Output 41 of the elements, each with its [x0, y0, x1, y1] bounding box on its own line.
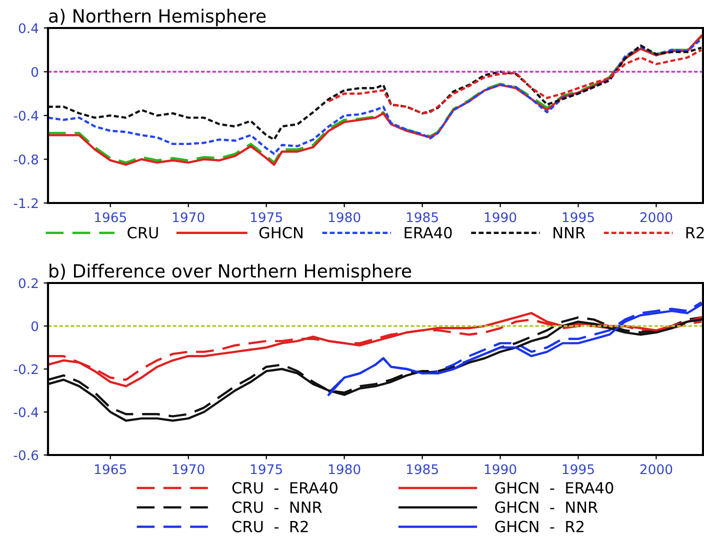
x-tick-label: 1970 — [173, 464, 204, 474]
legend-label: CRU — [128, 226, 158, 238]
x-tick-label: 1990 — [484, 212, 516, 222]
legend-label: CRU - ERA40 — [232, 482, 338, 494]
x-tick-label: 1995 — [562, 464, 594, 474]
x-tick-label: 1995 — [562, 212, 594, 222]
x-tick-label: 1980 — [328, 212, 360, 222]
y-tick-label: 0.4 — [18, 23, 38, 34]
line-series — [48, 44, 703, 141]
legend-label: R2 — [686, 226, 704, 238]
legend-label: GHCN - ERA40 — [495, 482, 614, 494]
legend-label: GHCN - R2 — [495, 520, 584, 532]
y-tick-label: -1.2 — [14, 198, 38, 208]
line-series — [48, 312, 703, 388]
chart-title: b) Difference over Northern Hemisphere — [50, 264, 412, 282]
y-tick-label: -0.6 — [14, 450, 38, 460]
x-tick-label: 2000 — [640, 464, 672, 474]
y-tick-label: -0.4 — [14, 407, 38, 418]
x-tick-label: 1970 — [173, 212, 204, 222]
y-tick-label: -0.2 — [14, 364, 38, 374]
y-tick-label: -0.8 — [14, 154, 38, 164]
x-tick-label: 1990 — [484, 464, 516, 474]
x-tick-label: 1975 — [250, 464, 282, 474]
y-tick-label: 0 — [31, 66, 38, 77]
x-tick-label: 1975 — [250, 212, 282, 222]
x-tick-label: 1985 — [406, 464, 438, 474]
chart-title: a) Northern Hemisphere — [49, 8, 266, 26]
y-tick-label: 0 — [31, 321, 38, 332]
legend-label: CRU - NNR — [232, 501, 322, 513]
legend-label: ERA40 — [404, 226, 452, 238]
legend-label: CRU - R2 — [232, 520, 308, 532]
legend-label: NNR — [554, 227, 586, 238]
x-tick-label: 1965 — [95, 464, 126, 474]
y-tick-label: 0.2 — [18, 278, 38, 288]
legend-label: GHCN — [259, 226, 302, 238]
y-tick-label: -0.4 — [14, 110, 38, 121]
x-tick-label: 1985 — [406, 212, 438, 222]
legend-label: GHCN - NNR — [495, 501, 598, 513]
x-tick-label: 1980 — [328, 464, 360, 474]
x-tick-label: 1965 — [95, 212, 126, 222]
x-tick-label: 2000 — [640, 212, 672, 222]
